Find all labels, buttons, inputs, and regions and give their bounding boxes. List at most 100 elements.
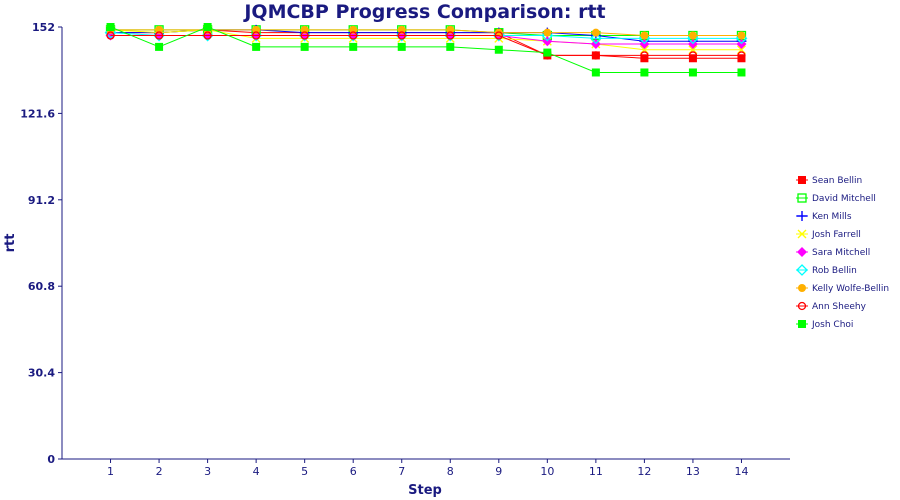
- data-point: [397, 25, 406, 34]
- data-point: [591, 51, 601, 60]
- legend-marker: [796, 264, 808, 276]
- data-point: [688, 51, 698, 60]
- data-point: [737, 54, 746, 63]
- data-point: [446, 31, 455, 40]
- legend-item: Josh Choi: [796, 320, 853, 330]
- data-point: [494, 45, 503, 54]
- x-tick-label: 6: [350, 465, 357, 478]
- data-point: [155, 25, 164, 34]
- series-line: [110, 26, 742, 73]
- data-point: [688, 68, 697, 77]
- series-layer: [104, 23, 748, 77]
- series-4: [105, 30, 747, 50]
- legend-item: Josh Farrell: [796, 229, 861, 240]
- x-tick-label: 10: [540, 465, 554, 478]
- legend-label: David Mitchell: [812, 194, 876, 204]
- data-point: [349, 31, 358, 40]
- y-tick-label: 121.6: [20, 107, 55, 120]
- data-point: [252, 42, 261, 51]
- x-tick-label: 1: [107, 465, 114, 478]
- data-point: [106, 23, 115, 31]
- data-point: [349, 42, 358, 51]
- legend-marker: [798, 284, 806, 292]
- x-tick-label: 4: [253, 465, 260, 478]
- chart-title: JQMCBP Progress Comparison: rtt: [242, 1, 605, 23]
- legend-marker: [798, 176, 806, 184]
- legend-item: David Mitchell: [796, 193, 876, 204]
- y-tick-label: 152: [32, 21, 55, 34]
- legend-label: Ken Mills: [812, 212, 852, 222]
- x-tick-label: 11: [589, 465, 603, 478]
- data-point: [494, 28, 503, 37]
- data-point: [589, 32, 602, 45]
- data-point: [591, 28, 600, 37]
- legend-marker: [797, 301, 807, 311]
- legend-marker: [798, 320, 806, 328]
- data-point: [640, 54, 649, 63]
- legend-marker: [797, 229, 807, 239]
- x-tick-label: 12: [637, 465, 651, 478]
- legend-label: Rob Bellin: [812, 266, 857, 276]
- x-tick-label: 8: [447, 465, 454, 478]
- data-point: [543, 28, 552, 37]
- data-point: [155, 42, 164, 51]
- legend-item: Rob Bellin: [796, 264, 857, 276]
- legend-item: Ann Sheehy: [796, 301, 867, 312]
- series-line: [110, 29, 742, 51]
- data-point: [737, 68, 746, 77]
- x-tick-label: 2: [156, 465, 163, 478]
- data-point: [543, 48, 552, 57]
- data-point: [640, 51, 649, 60]
- legend-label: Kelly Wolfe-Bellin: [812, 284, 889, 294]
- legend-label: Sean Bellin: [812, 176, 862, 186]
- y-tick-label: 91.2: [28, 194, 55, 207]
- data-point: [203, 31, 212, 40]
- data-point: [737, 51, 746, 60]
- data-point: [397, 42, 406, 51]
- data-point: [106, 31, 115, 40]
- x-tick-label: 3: [204, 465, 211, 478]
- series-7: [106, 31, 746, 60]
- data-point: [203, 23, 212, 31]
- legend-item: Sean Bellin: [796, 176, 862, 186]
- data-point: [494, 31, 503, 40]
- series-8: [106, 23, 746, 77]
- y-tick-label: 30.4: [28, 367, 55, 380]
- data-point: [251, 31, 261, 40]
- y-axis-title: rtt: [3, 234, 18, 253]
- legend-item: Kelly Wolfe-Bellin: [796, 284, 889, 294]
- data-point: [446, 42, 455, 51]
- legend-label: Josh Farrell: [811, 230, 861, 240]
- legend-marker: [797, 193, 807, 203]
- legend-marker: [797, 211, 807, 221]
- data-point: [688, 54, 697, 63]
- data-point: [446, 25, 455, 34]
- legend-marker: [797, 247, 807, 257]
- data-point: [349, 25, 358, 34]
- y-tick-label: 0: [47, 453, 55, 466]
- x-axis-title: Step: [408, 483, 442, 498]
- data-point: [300, 25, 309, 34]
- x-tick-label: 9: [495, 465, 502, 478]
- data-point: [640, 31, 649, 40]
- data-point: [640, 68, 649, 77]
- data-point: [397, 31, 406, 40]
- x-tick-label: 14: [734, 465, 748, 478]
- x-tick-label: 7: [398, 465, 405, 478]
- legend-item: Sara Mitchell: [796, 247, 870, 258]
- legend-label: Josh Choi: [811, 320, 853, 330]
- data-point: [591, 68, 600, 77]
- data-point: [154, 31, 164, 40]
- legend-label: Ann Sheehy: [812, 302, 867, 312]
- data-point: [300, 42, 309, 51]
- data-point: [737, 31, 746, 40]
- legend: Sean Bellin David Mitchell Ken Mills Josh F…: [796, 176, 889, 330]
- data-point: [688, 31, 697, 40]
- series-line: [110, 35, 742, 56]
- x-tick-label: 5: [301, 465, 308, 478]
- x-tick-label: 13: [686, 465, 700, 478]
- data-point: [252, 25, 261, 34]
- data-point: [300, 31, 309, 40]
